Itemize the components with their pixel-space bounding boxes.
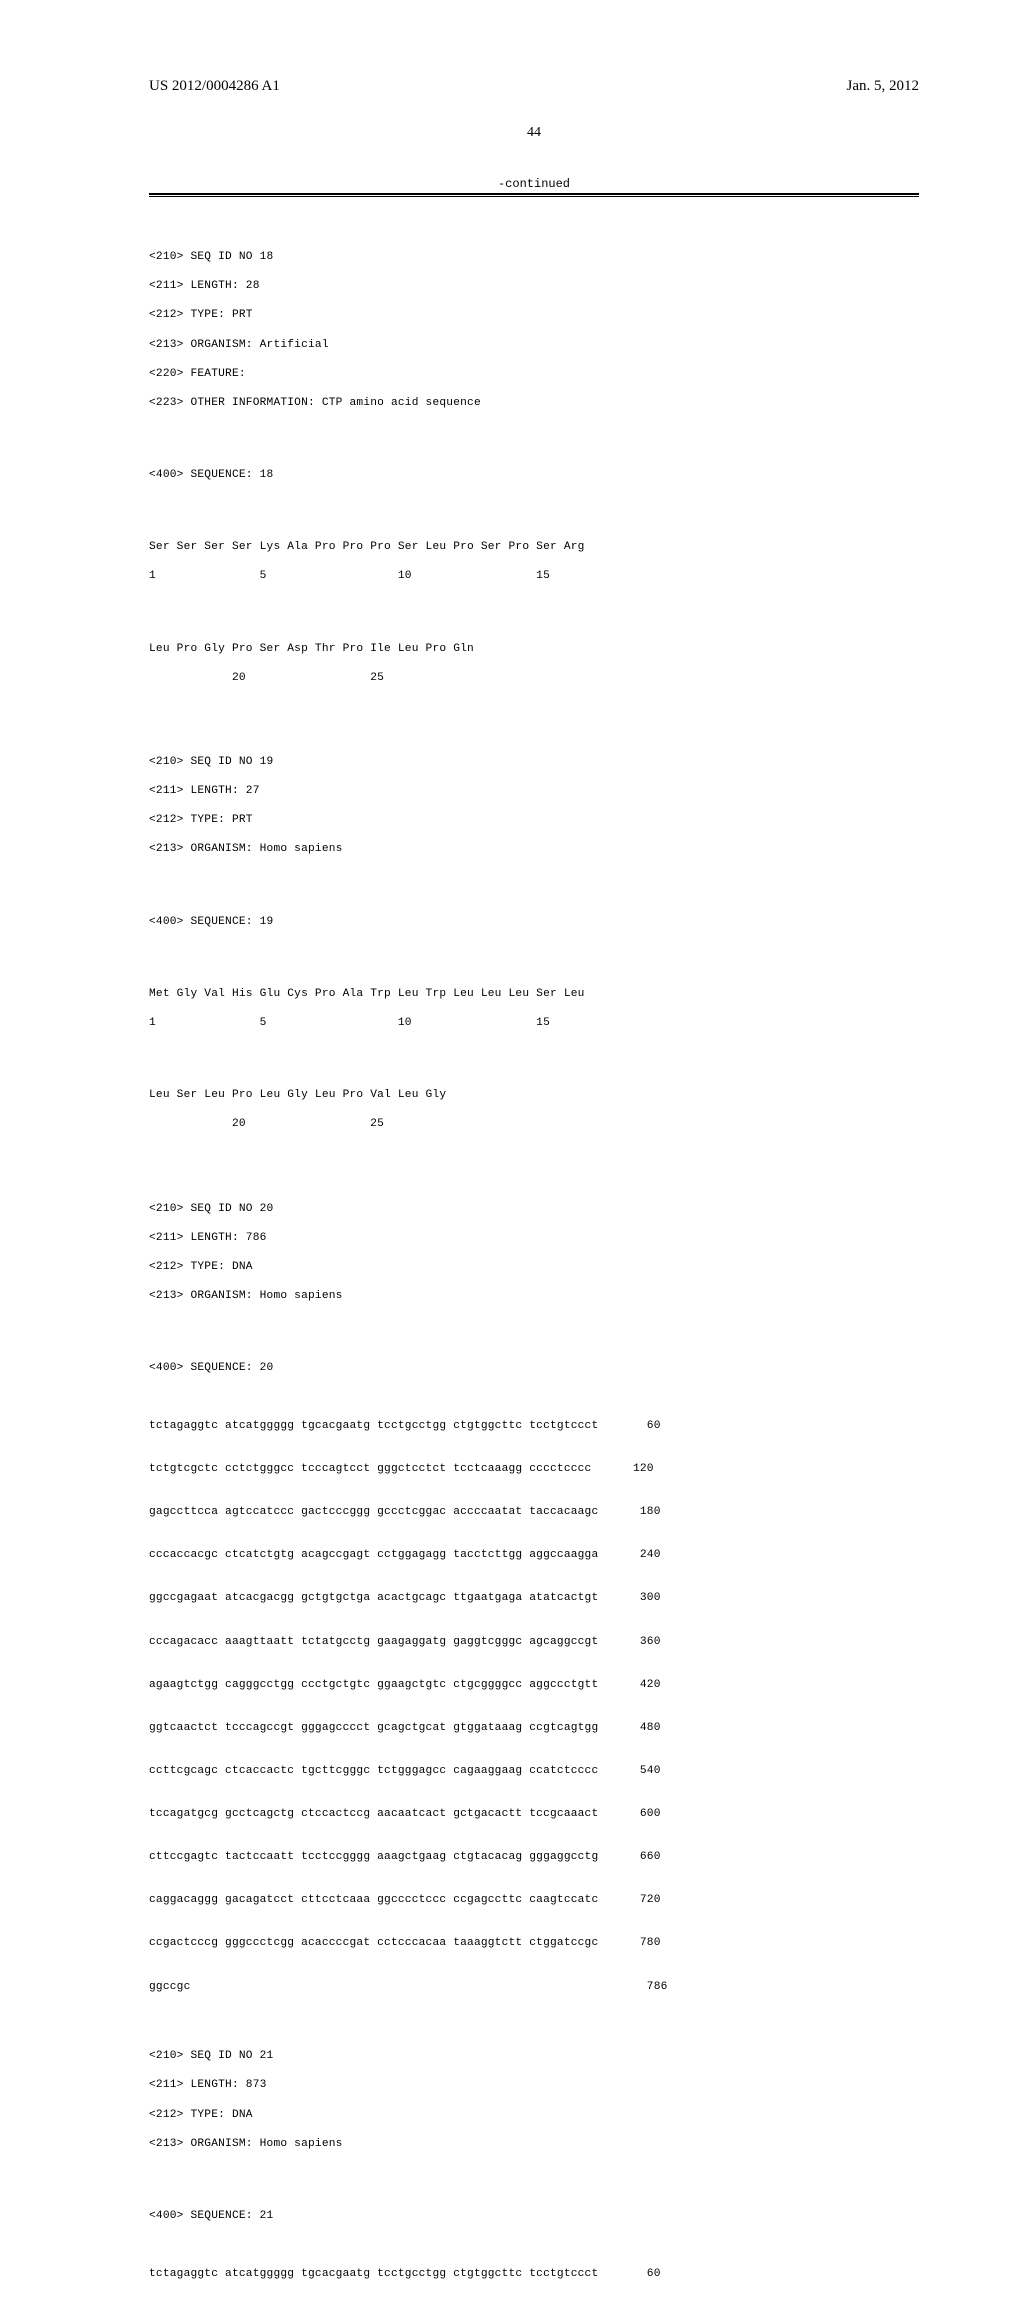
seq-line: ggccgagaat atcacgacgg gctgtgctga acactgc… <box>149 1591 919 1606</box>
seq-18-seqlabel: <400> SEQUENCE: 18 <box>149 453 919 497</box>
page-number: 44 <box>149 125 919 141</box>
seq-line: caggacaggg gacagatcct cttcctcaaa ggcccct… <box>149 1893 919 1908</box>
seq-20-dna-4: cccaccacgc ctcatctgtg acagccgagt cctggag… <box>149 1548 919 1563</box>
seq-20-dna-14: ggccgc 786 <box>149 1980 919 1995</box>
seq-20-seqlabel: <400> SEQUENCE: 20 <box>149 1347 919 1391</box>
seq-line: 20 25 <box>149 671 919 686</box>
seq-line: 20 25 <box>149 1117 919 1132</box>
seq-line: cccaccacgc ctcatctgtg acagccgagt cctggag… <box>149 1548 919 1563</box>
sequence-listing: <210> SEQ ID NO 18 <211> LENGTH: 28 <212… <box>149 221 919 2324</box>
seq-line: Leu Ser Leu Pro Leu Gly Leu Pro Val Leu … <box>149 1088 919 1103</box>
seq-20-dna-2: tctgtcgctc cctctgggcc tcccagtcct gggctcc… <box>149 1462 919 1477</box>
seq-line: <220> FEATURE: <box>149 367 919 382</box>
seq-line: ggccgc 786 <box>149 1980 919 1995</box>
seq-line: Leu Pro Gly Pro Ser Asp Thr Pro Ile Leu … <box>149 642 919 657</box>
seq-line: <213> ORGANISM: Artificial <box>149 338 919 353</box>
seq-20-header: <210> SEQ ID NO 20 <211> LENGTH: 786 <21… <box>149 1187 919 1318</box>
seq-line: <211> LENGTH: 27 <box>149 784 919 799</box>
seq-line: ggtcaactct tcccagccgt gggagcccct gcagctg… <box>149 1721 919 1736</box>
seq-line: <212> TYPE: DNA <box>149 2108 919 2123</box>
seq-line: tctagaggtc atcatggggg tgcacgaatg tcctgcc… <box>149 1419 919 1434</box>
page: US 2012/0004286 A1 Jan. 5, 2012 44 -cont… <box>0 0 1024 1320</box>
seq-20-dna-3: gagccttcca agtccatccc gactcccggg gccctcg… <box>149 1505 919 1520</box>
seq-20-dna-12: caggacaggg gacagatcct cttcctcaaa ggcccct… <box>149 1893 919 1908</box>
seq-line: <211> LENGTH: 28 <box>149 279 919 294</box>
seq-line: gagccttcca agtccatccc gactcccggg gccctcg… <box>149 1505 919 1520</box>
seq-20-dna-5: ggccgagaat atcacgacgg gctgtgctga acactgc… <box>149 1591 919 1606</box>
publication-date: Jan. 5, 2012 <box>847 78 920 95</box>
seq-line: Met Gly Val His Glu Cys Pro Ala Trp Leu … <box>149 987 919 1002</box>
seq-21-seqlabel: <400> SEQUENCE: 21 <box>149 2194 919 2238</box>
seq-line: tccagatgcg gcctcagctg ctccactccg aacaatc… <box>149 1807 919 1822</box>
seq-line: tctagaggtc atcatggggg tgcacgaatg tcctgcc… <box>149 2267 919 2282</box>
continued-label: -continued <box>149 177 919 191</box>
seq-20-dna-8: ggtcaactct tcccagccgt gggagcccct gcagctg… <box>149 1721 919 1736</box>
seq-line: <210> SEQ ID NO 19 <box>149 755 919 770</box>
seq-19-row2: Leu Ser Leu Pro Leu Gly Leu Pro Val Leu … <box>149 1074 919 1147</box>
seq-line: tctgtcgctc cctctgggcc tcccagtcct gggctcc… <box>149 1462 919 1477</box>
seq-line: cccagacacc aaagttaatt tctatgcctg gaagagg… <box>149 1635 919 1650</box>
seq-18-row2: Leu Pro Gly Pro Ser Asp Thr Pro Ile Leu … <box>149 627 919 700</box>
seq-line: <400> SEQUENCE: 19 <box>149 915 919 930</box>
seq-line: Ser Ser Ser Ser Lys Ala Pro Pro Pro Ser … <box>149 540 919 555</box>
seq-18-header: <210> SEQ ID NO 18 <211> LENGTH: 28 <212… <box>149 236 919 425</box>
seq-line: <210> SEQ ID NO 18 <box>149 250 919 265</box>
seq-line: <212> TYPE: PRT <box>149 308 919 323</box>
seq-20-dna-10: tccagatgcg gcctcagctg ctccactccg aacaatc… <box>149 1807 919 1822</box>
horizontal-rule-thick <box>149 193 919 195</box>
seq-line: agaagtctgg cagggcctgg ccctgctgtc ggaagct… <box>149 1678 919 1693</box>
seq-line: 1 5 10 15 <box>149 1016 919 1031</box>
seq-line: <213> ORGANISM: Homo sapiens <box>149 1289 919 1304</box>
seq-line: <210> SEQ ID NO 21 <box>149 2049 919 2064</box>
seq-18-row1: Ser Ser Ser Ser Lys Ala Pro Pro Pro Ser … <box>149 526 919 599</box>
seq-19-seqlabel: <400> SEQUENCE: 19 <box>149 900 919 944</box>
seq-line: ccttcgcagc ctcaccactc tgcttcgggc tctggga… <box>149 1764 919 1779</box>
seq-line: <400> SEQUENCE: 20 <box>149 1361 919 1376</box>
seq-20-dna-11: cttccgagtc tactccaatt tcctccgggg aaagctg… <box>149 1850 919 1865</box>
seq-line: <400> SEQUENCE: 18 <box>149 468 919 483</box>
seq-line: <213> ORGANISM: Homo sapiens <box>149 842 919 857</box>
publication-number: US 2012/0004286 A1 <box>149 78 280 95</box>
seq-line: <212> TYPE: PRT <box>149 813 919 828</box>
horizontal-rule-thin <box>149 196 919 197</box>
seq-line: 1 5 10 15 <box>149 569 919 584</box>
seq-line: <223> OTHER INFORMATION: CTP amino acid … <box>149 396 919 411</box>
seq-20-dna-13: ccgactcccg gggccctcgg acaccccgat cctccca… <box>149 1936 919 1951</box>
seq-line: <211> LENGTH: 786 <box>149 1231 919 1246</box>
seq-19-header: <210> SEQ ID NO 19 <211> LENGTH: 27 <212… <box>149 740 919 871</box>
seq-20-dna-7: agaagtctgg cagggcctgg ccctgctgtc ggaagct… <box>149 1678 919 1693</box>
page-header: US 2012/0004286 A1 Jan. 5, 2012 <box>149 78 919 95</box>
seq-20-dna-9: ccttcgcagc ctcaccactc tgcttcgggc tctggga… <box>149 1764 919 1779</box>
seq-21-header: <210> SEQ ID NO 21 <211> LENGTH: 873 <21… <box>149 2035 919 2166</box>
seq-line: cttccgagtc tactccaatt tcctccgggg aaagctg… <box>149 1850 919 1865</box>
seq-21-dna-1: tctagaggtc atcatggggg tgcacgaatg tcctgcc… <box>149 2267 919 2282</box>
seq-20-dna-6: cccagacacc aaagttaatt tctatgcctg gaagagg… <box>149 1635 919 1650</box>
seq-line: <213> ORGANISM: Homo sapiens <box>149 2137 919 2152</box>
seq-line: <210> SEQ ID NO 20 <box>149 1202 919 1217</box>
seq-19-row1: Met Gly Val His Glu Cys Pro Ala Trp Leu … <box>149 972 919 1045</box>
seq-line: <211> LENGTH: 873 <box>149 2078 919 2093</box>
seq-line: ccgactcccg gggccctcgg acaccccgat cctccca… <box>149 1936 919 1951</box>
seq-line: <212> TYPE: DNA <box>149 1260 919 1275</box>
seq-line: <400> SEQUENCE: 21 <box>149 2209 919 2224</box>
seq-20-dna-1: tctagaggtc atcatggggg tgcacgaatg tcctgcc… <box>149 1419 919 1434</box>
